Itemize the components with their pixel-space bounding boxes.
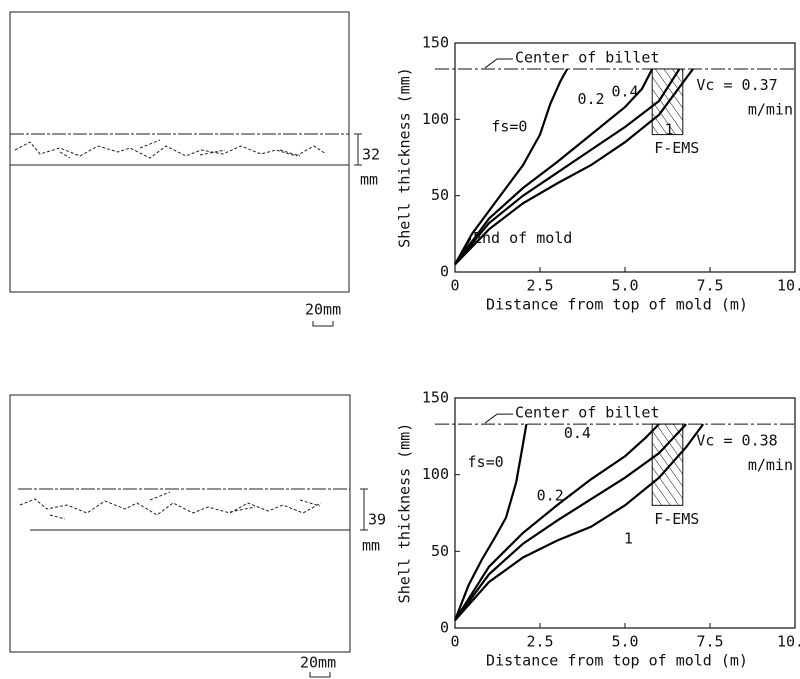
y-tick-label: 100 (422, 110, 449, 128)
shell-curve (454, 423, 705, 622)
x-axis-label: Distance from top of mold (m) (486, 296, 748, 314)
x-tick-label: 2.5 (526, 277, 553, 295)
shell-curve (454, 68, 654, 266)
speed-unit: m/min (748, 101, 793, 119)
scale-label: 20mm (305, 301, 341, 319)
scale-bar (312, 321, 334, 327)
x-tick-label: 7.5 (696, 277, 723, 295)
y-tick-label: 150 (422, 389, 449, 407)
curve-label: 0.4 (564, 424, 591, 442)
sample-outline (9, 11, 350, 293)
fems-zone (651, 423, 684, 506)
x-tick-label: 10.0 (777, 633, 800, 651)
x-tick-label: 5.0 (611, 633, 638, 651)
curve-label: fs=0 (468, 453, 504, 471)
y-tick-label: 0 (440, 619, 449, 637)
speed-label: Vc = 0.37 (696, 76, 777, 94)
curve-label: 0.4 (611, 82, 638, 100)
y-tick-label: 0 (440, 263, 449, 281)
sketch: 32 mm 20mm (9, 11, 380, 327)
sample-outline (9, 394, 351, 653)
mold-label: End of mold (473, 229, 572, 247)
x-tick-label: 7.5 (696, 633, 723, 651)
curve-label: 0.2 (577, 90, 604, 108)
shell-curve (454, 68, 681, 266)
band-dimension (354, 133, 362, 166)
fems-label: F-EMS (654, 139, 699, 157)
center-arrow (484, 58, 513, 69)
y-tick-label: 150 (422, 34, 449, 52)
band-label: 39 (368, 511, 386, 529)
band-label: 32 (362, 146, 380, 164)
shell-curve (454, 423, 688, 621)
y-axis-label: Shell thickness (mm) (396, 423, 414, 604)
scale-label: 20mm (300, 654, 336, 672)
scale-bar (309, 672, 331, 678)
curve-label: 1 (624, 530, 633, 548)
curve-label: fs=0 (491, 117, 527, 135)
x-tick-label: 10.0 (777, 277, 800, 295)
x-axis-label: Distance from top of mold (m) (486, 652, 748, 670)
speed-unit: m/min (748, 456, 793, 474)
band-unit: mm (362, 537, 380, 555)
y-axis-label: Shell thickness (mm) (396, 67, 414, 248)
y-tick-label: 50 (431, 186, 449, 204)
center-label: Center of billet (515, 404, 660, 422)
y-tick-label: 100 (422, 465, 449, 483)
band-unit: mm (360, 171, 378, 189)
fems-label: F-EMS (654, 510, 699, 528)
curve-label: 0.2 (537, 487, 564, 505)
band-dimension (360, 488, 368, 531)
shell-curve (454, 423, 660, 621)
center-arrow (484, 413, 513, 424)
shell-curve (453, 423, 528, 621)
y-tick-label: 50 (431, 542, 449, 560)
sketch: 39 mm 20mm (9, 394, 386, 678)
center-label: Center of billet (515, 48, 660, 66)
x-tick-label: 0 (450, 277, 459, 295)
shell-curve (454, 68, 694, 266)
shell-curve (454, 68, 569, 265)
x-tick-label: 5.0 (611, 277, 638, 295)
x-tick-label: 2.5 (526, 633, 553, 651)
speed-label: Vc = 0.38 (696, 431, 777, 449)
mold-arrow (458, 238, 472, 261)
curve-label: 1 (665, 121, 674, 139)
crack-pattern (14, 139, 327, 159)
crack-pattern (19, 491, 322, 520)
x-tick-label: 0 (450, 633, 459, 651)
